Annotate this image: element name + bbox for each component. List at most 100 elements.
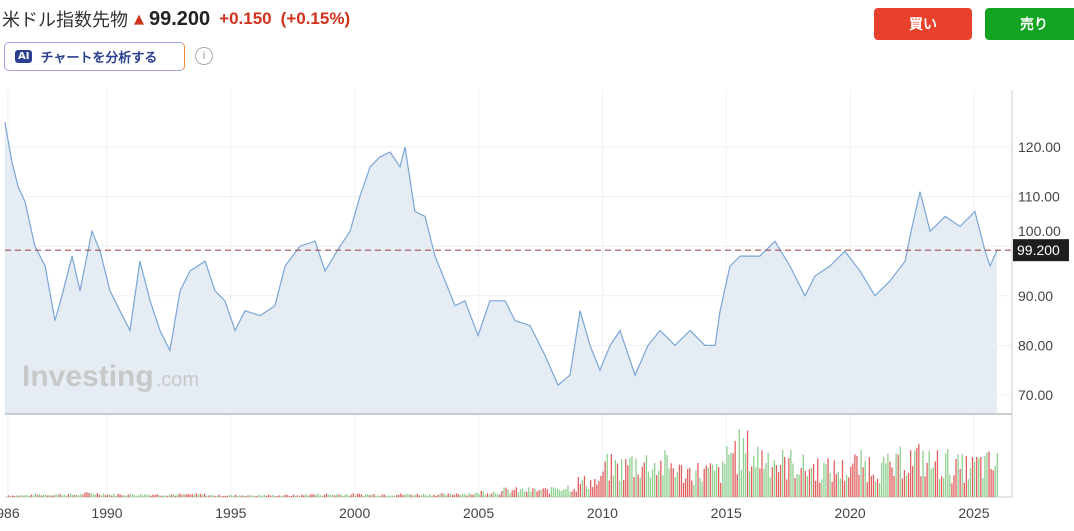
volume-bar: [934, 461, 937, 497]
sell-button[interactable]: 売り: [985, 8, 1074, 40]
volume-bar: [129, 493, 132, 497]
volume-bar: [12, 495, 14, 497]
volume-bar: [492, 491, 495, 497]
volume-bar: [216, 495, 218, 497]
volume-bar: [148, 494, 150, 497]
last-price-label: 99.200: [1017, 242, 1060, 258]
volume-bar: [119, 494, 121, 497]
volume-bar: [953, 475, 955, 497]
volume-bar: [973, 461, 976, 497]
volume-bar: [507, 489, 509, 497]
volume-bar: [713, 470, 716, 497]
volume-bar: [389, 495, 392, 497]
volume-bar: [548, 493, 551, 497]
volume-bar: [614, 459, 617, 497]
volume-bar: [18, 495, 20, 497]
buy-button[interactable]: 買い: [874, 8, 972, 40]
volume-bar: [350, 494, 352, 497]
volume-bar: [881, 462, 883, 497]
volume-bar: [26, 495, 28, 497]
volume-bar: [924, 476, 926, 497]
volume-bar: [73, 494, 76, 497]
volume-bar: [786, 479, 788, 497]
volume-bar: [241, 495, 243, 497]
volume-bar: [422, 493, 425, 497]
volume-bar: [666, 455, 668, 497]
volume-bar: [676, 472, 679, 497]
volume-bar: [804, 470, 806, 497]
volume-bar: [598, 481, 600, 497]
volume-bar: [903, 470, 906, 497]
volume-bar: [579, 483, 581, 497]
x-tick-label: 2005: [463, 505, 494, 521]
volume-bar: [356, 493, 359, 497]
volume-bar: [841, 460, 844, 497]
volume-bar: [482, 491, 484, 497]
info-icon[interactable]: i: [195, 47, 213, 65]
volume-bar: [707, 467, 709, 497]
volume-bar: [154, 494, 156, 497]
volume-bar: [358, 493, 361, 497]
volume-bar: [290, 496, 293, 497]
volume-bar: [90, 493, 92, 497]
analyze-chart-button[interactable]: AI チャートを分析する: [4, 42, 185, 71]
volume-bar: [761, 450, 763, 497]
volume-bar: [643, 462, 645, 497]
volume-bar: [971, 456, 974, 497]
volume-bar: [315, 494, 317, 497]
volume-bar: [623, 479, 625, 497]
volume-bar: [709, 463, 712, 497]
volume-bar: [868, 457, 870, 497]
volume-bar: [412, 495, 414, 497]
volume-bar: [7, 495, 10, 497]
volume-bar: [647, 471, 650, 497]
volume-bar: [197, 494, 200, 497]
volume-bar: [627, 465, 629, 497]
volume-bar: [40, 495, 43, 497]
volume-bar: [443, 493, 445, 497]
volume-bar: [701, 481, 703, 497]
volume-bar: [131, 494, 134, 497]
volume-bar: [817, 458, 819, 497]
volume-bar: [891, 467, 893, 497]
volume-bar: [71, 494, 74, 497]
volume-bar: [831, 481, 833, 497]
investing-watermark: Investing: [22, 360, 154, 393]
volume-bar: [408, 494, 410, 497]
volume-bar: [612, 475, 615, 497]
volume-bar: [226, 495, 229, 497]
volume-bar: [660, 460, 662, 497]
volume-bar: [864, 460, 866, 497]
volume-bar: [298, 496, 301, 497]
volume-bar: [329, 494, 332, 497]
volume-bar: [658, 470, 660, 497]
volume-bar: [759, 468, 761, 497]
volume-bar: [982, 477, 984, 497]
x-tick-label: 986: [0, 505, 20, 521]
instrument-name: 米ドル指数先物: [2, 10, 128, 31]
volume-bar: [387, 495, 390, 497]
volume-bar: [261, 495, 264, 497]
volume-bar: [792, 463, 794, 497]
volume-bar: [270, 495, 272, 497]
volume-bar: [765, 463, 767, 497]
volume-bar: [641, 466, 643, 497]
volume-bar: [104, 495, 107, 497]
volume-bar: [294, 495, 297, 497]
volume-bar: [812, 464, 815, 497]
volume-bar: [34, 493, 37, 497]
volume-bar: [515, 487, 518, 497]
volume-bar: [575, 491, 577, 497]
volume-bar: [416, 493, 418, 497]
volume-bar: [577, 476, 579, 497]
volume-bar: [107, 494, 109, 497]
volume-bar: [559, 489, 561, 497]
volume-bar: [625, 459, 627, 497]
x-tick-label: 2025: [958, 505, 989, 521]
volume-bar: [928, 450, 930, 497]
volume-bar: [511, 490, 513, 497]
volume-bar: [808, 469, 811, 497]
volume-bar: [210, 495, 212, 497]
y-tick-label: 100.00: [1018, 223, 1061, 239]
